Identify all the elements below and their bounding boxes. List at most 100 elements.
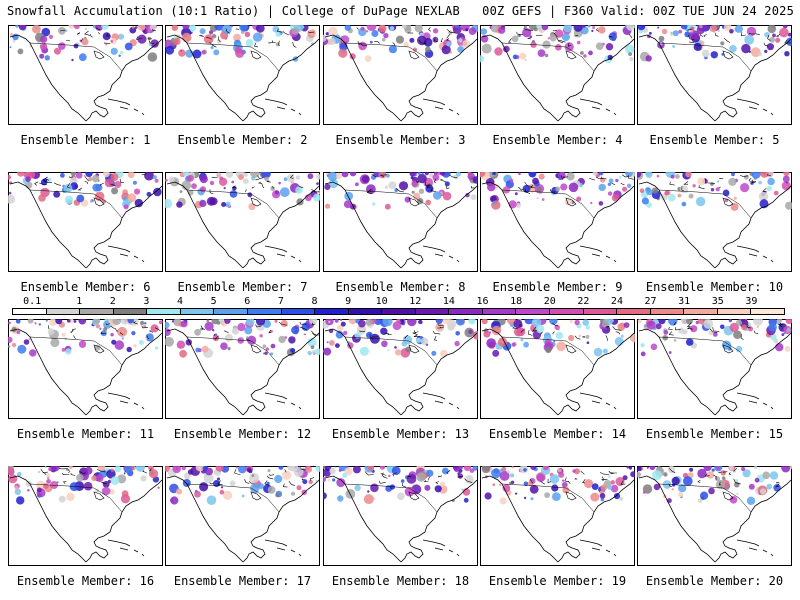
snowfall-map: [8, 466, 163, 566]
colorbar-swatch: [13, 309, 47, 314]
ensemble-member-panel: Ensemble Member: 2: [165, 25, 320, 151]
colorbar-label: 6: [244, 296, 251, 307]
us-canada-border: [344, 189, 438, 219]
ensemble-member-label: Ensemble Member: 12: [173, 427, 312, 441]
snowfall-map: [323, 319, 478, 419]
colorbar-swatch: [382, 309, 416, 314]
coastline: [638, 475, 792, 563]
coastline: [264, 392, 302, 410]
great-lakes: [250, 50, 262, 60]
coastline: [736, 245, 774, 263]
us-canada-border: [29, 336, 123, 366]
coastline: [107, 98, 145, 116]
colorbar-swatch: [550, 309, 584, 314]
colorbar-label: 31: [678, 296, 691, 307]
great-lakes: [722, 344, 734, 354]
ensemble-member-label: Ensemble Member: 9: [492, 280, 623, 294]
coastline: [166, 328, 320, 416]
us-canada-border: [658, 189, 752, 219]
snowfall-map: [323, 466, 478, 566]
coastline: [9, 34, 163, 122]
colorbar-swatch: [583, 309, 618, 314]
snowfall-map: [165, 466, 320, 566]
ensemble-member-panel: Ensemble Member: 10: [637, 172, 792, 298]
colorbar-swatch: [180, 309, 215, 314]
great-lakes: [408, 491, 420, 501]
colorbar-swatch: [751, 309, 784, 314]
colorbar-label: 9: [345, 296, 352, 307]
snowfall-map: [323, 25, 478, 125]
colorbar-swatch: [147, 309, 181, 314]
ensemble-member-label: Ensemble Member: 19: [488, 574, 627, 588]
coastline: [579, 392, 617, 410]
great-lakes: [565, 491, 577, 501]
great-lakes: [408, 197, 420, 207]
colorbar-swatch: [415, 309, 450, 314]
colorbar-label: 22: [577, 296, 590, 307]
ensemble-member-label: Ensemble Member: 2: [177, 133, 308, 147]
great-lakes: [250, 197, 262, 207]
ensemble-member-label: Ensemble Member: 5: [649, 133, 780, 147]
snowfall-map: [8, 172, 163, 272]
snowfall-map: [480, 466, 635, 566]
colorbar-swatch: [247, 309, 282, 314]
coastline: [324, 328, 478, 416]
ensemble-member-panel: Ensemble Member: 16: [8, 466, 163, 592]
ensemble-member-panel: Ensemble Member: 8: [323, 172, 478, 298]
great-lakes: [565, 344, 577, 354]
snow-shading: [323, 466, 478, 505]
coastline: [579, 539, 617, 557]
snow-shading: [165, 319, 320, 358]
snow-shading: [323, 25, 478, 62]
coastline: [422, 98, 460, 116]
coastline: [736, 392, 774, 410]
ensemble-member-panel: Ensemble Member: 3: [323, 25, 478, 151]
colorbar-swatch: [482, 309, 517, 314]
colorbar-label: 0.1: [23, 296, 42, 307]
ensemble-member-label: Ensemble Member: 6: [20, 280, 151, 294]
great-lakes: [408, 344, 420, 354]
ensemble-member-panel: Ensemble Member: 7: [165, 172, 320, 298]
snow-shading: [9, 25, 159, 62]
coastline: [638, 328, 792, 416]
colorbar-swatches: [12, 308, 785, 315]
colorbar-swatch: [348, 309, 383, 314]
coastline: [9, 181, 163, 269]
us-canada-border: [29, 189, 123, 219]
coastline: [422, 392, 460, 410]
ensemble-member-panel: Ensemble Member: 11: [8, 319, 163, 445]
coastline: [736, 98, 774, 116]
coastline: [107, 539, 145, 557]
colorbar-label: 8: [311, 296, 318, 307]
colorbar-swatch: [281, 309, 316, 314]
colorbar-label: 2: [109, 296, 116, 307]
coastline: [481, 34, 635, 122]
coastline: [107, 245, 145, 263]
ensemble-member-label: Ensemble Member: 20: [645, 574, 784, 588]
snowfall-map: [480, 319, 635, 419]
coastline: [579, 98, 617, 116]
ensemble-member-label: Ensemble Member: 3: [335, 133, 466, 147]
snowfall-map: [637, 25, 792, 125]
great-lakes: [93, 50, 105, 60]
colorbar-swatch: [113, 309, 148, 314]
snow-shading: [481, 466, 635, 505]
great-lakes: [722, 491, 734, 501]
ensemble-member-panel: Ensemble Member: 9: [480, 172, 635, 298]
coastline: [264, 245, 302, 263]
us-canada-border: [29, 42, 123, 72]
colorbar-label: 39: [745, 296, 758, 307]
us-canada-border: [186, 189, 280, 219]
ensemble-member-label: Ensemble Member: 18: [331, 574, 470, 588]
snowfall-map: [637, 466, 792, 566]
coastline: [324, 181, 478, 269]
us-canada-border: [658, 42, 752, 72]
ensemble-member-label: Ensemble Member: 10: [645, 280, 784, 294]
coastline: [166, 475, 320, 563]
colorbar-label: 1: [76, 296, 83, 307]
snow-shading: [165, 25, 316, 62]
us-canada-border: [501, 42, 595, 72]
snowfall-map: [637, 319, 792, 419]
coastline: [9, 475, 163, 563]
ensemble-member-label: Ensemble Member: 14: [488, 427, 627, 441]
